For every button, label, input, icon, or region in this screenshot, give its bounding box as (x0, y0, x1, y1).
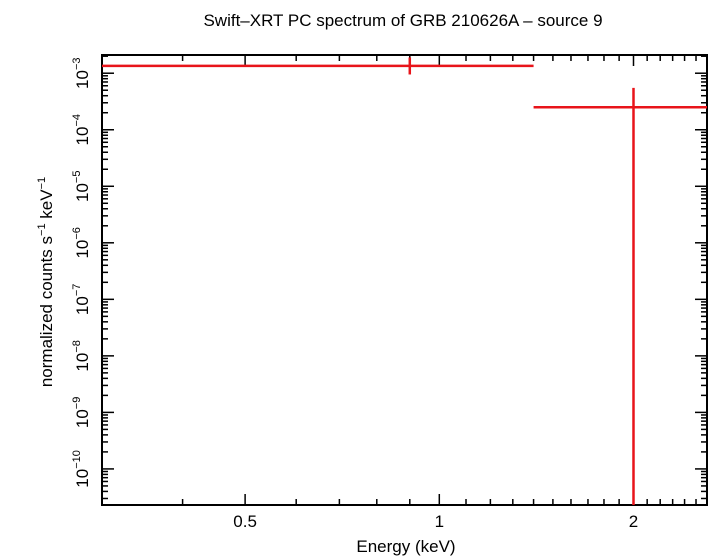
y-tick-labels: 10−3 10−4 10−5 10−6 10−7 10−8 10−9 10−10 (71, 57, 92, 487)
y-axis-label-exp1: −1 (36, 223, 48, 236)
y-axis-label-mid: keV (37, 189, 56, 224)
y-tick-label: 10−4 (71, 114, 92, 145)
x-tick-label: 2 (629, 512, 638, 531)
y-tick-label: 10−5 (71, 171, 92, 202)
y-tick-label: 10−8 (71, 340, 92, 371)
y-tick-label: 10−6 (71, 227, 92, 258)
data-points (102, 57, 707, 505)
y-tick-label: 10−3 (71, 57, 92, 88)
y-tick-label: 10−7 (71, 284, 92, 315)
x-tick-label: 1 (435, 512, 444, 531)
x-tick-label: 0.5 (233, 512, 257, 531)
y-tick-label: 10−9 (71, 397, 92, 428)
y-tick-label: 10−10 (71, 450, 92, 488)
plot-frame (101, 54, 708, 506)
plot-border (101, 54, 708, 506)
x-tick-labels: 0.5 1 2 (233, 512, 638, 531)
y-axis-label: normalized counts s−1 keV−1 (36, 177, 56, 387)
x-axis-label: Energy (keV) (356, 537, 455, 556)
data-point-2 (533, 87, 707, 505)
chart-title: Swift–XRT PC spectrum of GRB 210626A – s… (203, 11, 602, 30)
y-axis-label-exp2: −1 (36, 177, 48, 190)
data-point-1 (102, 57, 534, 75)
y-axis-label-main: normalized counts s (37, 236, 56, 387)
x-axis-ticks (101, 55, 708, 505)
y-axis-ticks (102, 55, 707, 500)
